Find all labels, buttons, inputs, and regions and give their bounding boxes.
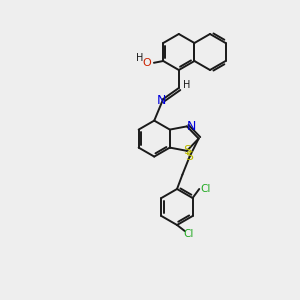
Text: H: H <box>136 53 144 63</box>
Text: N: N <box>157 94 166 106</box>
Text: Cl: Cl <box>200 184 210 194</box>
Text: H: H <box>183 80 190 90</box>
Text: Cl: Cl <box>184 229 194 239</box>
Text: S: S <box>186 150 194 163</box>
Text: O: O <box>142 58 151 68</box>
Text: S: S <box>183 144 191 157</box>
Text: N: N <box>187 120 196 133</box>
